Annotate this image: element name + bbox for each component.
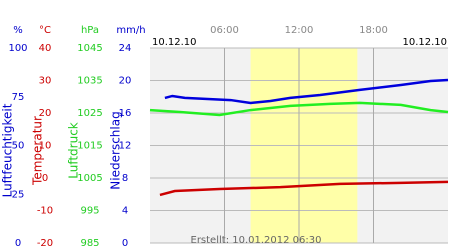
y-tick-label: 24 — [119, 43, 132, 54]
axis-unit: hPa — [81, 25, 99, 36]
y-tick-label: -20 — [37, 238, 53, 249]
date-left: 10.12.10 — [152, 37, 197, 48]
axis-unit: mm/h — [116, 25, 145, 36]
y-tick-label: 40 — [39, 43, 52, 54]
y-tick-label: 20 — [119, 76, 132, 87]
x-tick-label: 12:00 — [285, 25, 314, 36]
y-tick-label: 30 — [39, 76, 52, 87]
y-tick-label: 50 — [12, 141, 25, 152]
series-line — [159, 180, 449, 197]
axis-title: Temperatur — [31, 116, 45, 186]
y-tick-label: 8 — [122, 173, 128, 184]
y-tick-label: 1005 — [77, 173, 102, 184]
axis-unit: °C — [39, 25, 51, 36]
series-line — [164, 78, 449, 105]
y-tick-label: 1045 — [77, 43, 102, 54]
axis-title: Luftdruck — [67, 122, 81, 179]
y-tick-label: 985 — [80, 238, 99, 249]
y-tick-label: -10 — [37, 206, 53, 217]
y-tick-label: 25 — [12, 189, 25, 200]
axis-title: Luftfeuchtigkeit — [1, 103, 15, 197]
x-tick-label: 06:00 — [210, 25, 239, 36]
axis-unit: % — [13, 25, 23, 36]
footer: Erstellt: 10.01.2012 06:30 — [191, 235, 322, 246]
y-tick-label: 0 — [122, 238, 128, 249]
y-tick-label: 75 — [12, 92, 25, 103]
y-tick-label: 10 — [39, 141, 52, 152]
y-tick-label: 20 — [39, 108, 52, 119]
y-tick-label: 16 — [119, 108, 132, 119]
x-tick-label: 18:00 — [359, 25, 388, 36]
y-tick-label: 1025 — [77, 108, 102, 119]
plot-layer — [150, 47, 448, 244]
y-tick-label: 12 — [119, 141, 132, 152]
y-tick-label: 995 — [80, 206, 99, 217]
y-tick-label: 1035 — [77, 76, 102, 87]
axis-title: Niederschlag — [109, 111, 123, 189]
y-tick-label: 0 — [42, 173, 48, 184]
date-right: 10.12.10 — [402, 37, 447, 48]
y-tick-label: 1015 — [77, 141, 102, 152]
y-tick-label: 100 — [8, 43, 27, 54]
y-tick-label: 4 — [122, 206, 128, 217]
y-tick-label: 0 — [15, 238, 21, 249]
series-line — [149, 101, 449, 117]
